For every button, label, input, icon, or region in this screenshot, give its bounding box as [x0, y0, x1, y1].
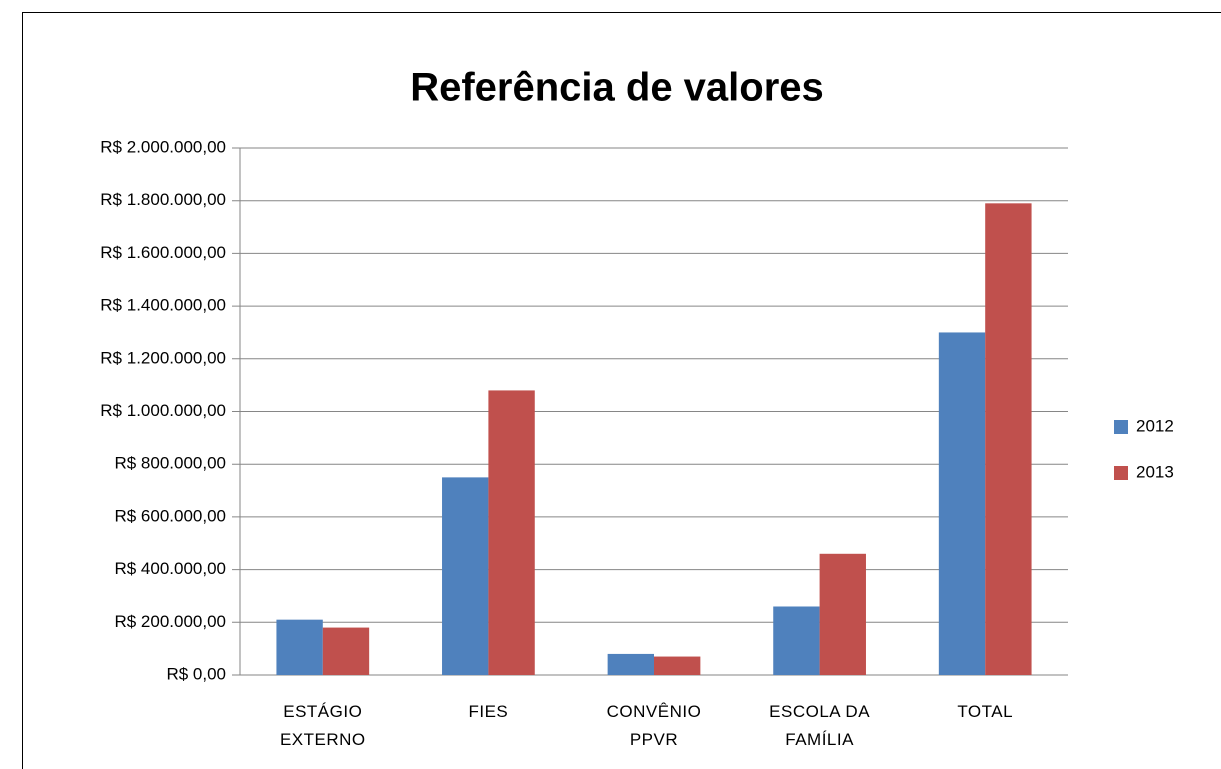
bar: [607, 653, 654, 675]
y-tick-label: R$ 400.000,00: [114, 559, 226, 578]
x-tick-label: CONVÊNIO PPVR: [606, 702, 702, 749]
y-tick-label: R$ 1.000.000,00: [100, 401, 226, 420]
legend-swatch: [1114, 466, 1128, 480]
chart-title: Referência de valores: [410, 66, 824, 110]
x-tick-label: TOTAL: [957, 702, 1014, 721]
bar: [654, 656, 701, 675]
bar: [773, 606, 820, 675]
y-tick-label: R$ 200.000,00: [114, 612, 226, 631]
y-tick-label: R$ 0,00: [166, 664, 226, 683]
y-tick-label: R$ 1.200.000,00: [100, 348, 226, 367]
y-tick-label: R$ 1.800.000,00: [100, 190, 226, 209]
y-tick-label: R$ 1.400.000,00: [100, 296, 226, 315]
x-tick-label: ESTÁGIO EXTERNO: [279, 702, 366, 749]
legend-swatch: [1114, 420, 1128, 434]
y-tick-label: R$ 600.000,00: [114, 506, 226, 525]
bar: [322, 627, 370, 675]
bar: [938, 332, 986, 675]
y-tick-label: R$ 800.000,00: [114, 454, 226, 473]
legend-label: 2013: [1136, 462, 1174, 481]
bar: [442, 477, 489, 675]
legend-label: 2012: [1136, 416, 1174, 435]
y-tick-label: R$ 1.600.000,00: [100, 243, 226, 262]
bar: [276, 619, 323, 675]
bar: [488, 390, 535, 675]
bar: [819, 553, 866, 675]
bar: [985, 203, 1032, 675]
x-tick-label: ESCOLA DA FAMÍLIA: [769, 702, 871, 749]
x-tick-label: FIES: [468, 702, 509, 721]
y-tick-label: R$ 2.000.000,00: [100, 137, 226, 156]
